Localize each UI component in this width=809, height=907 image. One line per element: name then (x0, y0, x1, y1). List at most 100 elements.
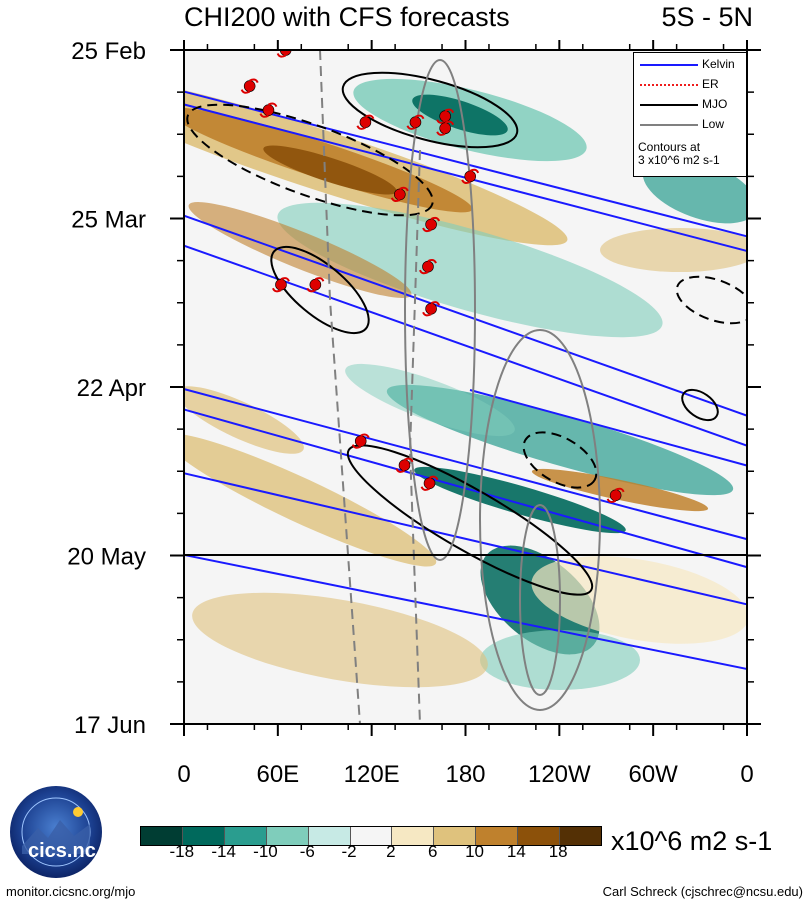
y-tick-label: 17 Jun (74, 712, 146, 739)
tc-marker-arm (436, 108, 455, 124)
colorbar-tick-label: -6 (299, 842, 315, 861)
low-contour-negative (319, 50, 361, 724)
tc-marker-arm (436, 120, 455, 136)
shading-blob (531, 468, 709, 512)
shading-blob (531, 556, 747, 644)
legend-swatch (640, 64, 698, 66)
colorbar-tick-label: 14 (506, 842, 526, 861)
footer-credit: Carl Schreck (cjschrec@ncsu.edu) (602, 884, 803, 899)
kelvin-contour (184, 388, 747, 541)
tc-marker (425, 218, 437, 231)
colorbar-swatch (141, 827, 183, 845)
colorbar-swatch (266, 827, 309, 845)
x-tick-label: 120W (528, 761, 591, 788)
tc-marker-arm (276, 53, 287, 58)
tc-marker-arm (406, 114, 425, 130)
tc-marker (609, 489, 622, 502)
legend-label: Low (702, 117, 725, 131)
legend-item-mjo: MJO (640, 97, 742, 113)
colorbar-tick-label: -10 (253, 842, 278, 861)
shading-blob (412, 94, 508, 136)
colorbar-tick-label: 6 (427, 842, 438, 861)
legend-note-line: 3 x10^6 m2 s-1 (638, 153, 720, 167)
colorbar-swatch (518, 827, 561, 845)
colorbar-tick-label: -14 (211, 842, 236, 861)
logo-text: cics.nc (28, 840, 96, 862)
cicsnc-logo (8, 784, 104, 880)
kelvin-contour (184, 244, 747, 447)
shading-blob (192, 592, 488, 688)
tc-marker (439, 110, 451, 122)
plot-area (184, 50, 747, 724)
shading-blob (184, 386, 304, 454)
mjo-contour (270, 245, 370, 335)
tc-marker (425, 302, 437, 315)
x-tick-label: 60W (628, 761, 678, 788)
colorbar-tick-label: 2 (386, 842, 396, 861)
colorbar-swatch (308, 827, 351, 845)
low-contour (519, 504, 561, 696)
y-tick-label: 22 Apr (77, 375, 146, 402)
tc-marker-arm (390, 186, 409, 203)
tc-marker-arm (272, 277, 290, 293)
tc-marker (262, 104, 275, 116)
legend-swatch (640, 124, 698, 126)
kelvin-contour (184, 90, 747, 238)
tc-marker (422, 260, 434, 273)
colorbar-units: x10^6 m2 s-1 (611, 826, 773, 856)
colorbar-swatch (392, 827, 435, 845)
tc-marker (359, 116, 372, 129)
colorbar-swatch (434, 827, 477, 845)
tc-marker (243, 80, 256, 92)
logo-graphic (10, 786, 102, 878)
tc-marker-arm (606, 487, 625, 503)
colorbar-swatch (476, 827, 519, 845)
kelvin-contour (184, 214, 747, 417)
legend-item-er: ER (640, 77, 742, 93)
kelvin-contour (184, 408, 747, 569)
tc-marker (354, 435, 367, 447)
legend-item-kelvin: Kelvin (640, 57, 742, 73)
tc-marker-arm (420, 475, 439, 491)
shading-blob (480, 630, 640, 690)
mjo-contour (681, 388, 719, 422)
tc-marker (464, 170, 476, 183)
kelvin-contour (469, 389, 747, 467)
chart-title: CHI200 with CFS forecasts (184, 2, 510, 32)
legend-swatch (640, 104, 698, 106)
tc-marker (423, 477, 436, 490)
tc-marker-arm (422, 301, 441, 317)
colorbar-tick-label: 10 (465, 842, 484, 861)
tc-marker-arm (259, 102, 278, 118)
shading-blob (277, 202, 663, 338)
tc-marker-arm (419, 259, 437, 275)
low-contour (404, 59, 476, 561)
low-contour-negative (408, 149, 421, 724)
low-contour (479, 329, 601, 711)
y-tick-label: 20 May (67, 544, 146, 571)
tc-marker-arm (422, 216, 441, 233)
colorbar (140, 826, 602, 846)
tc-marker (309, 278, 322, 291)
legend-item-low: Low (640, 117, 742, 133)
colorbar-tick-label: -18 (169, 842, 195, 861)
shading-blob (600, 228, 747, 272)
region-label: 5S - 5N (661, 2, 753, 32)
mjo-contour-negative (186, 103, 434, 217)
tc-markers (240, 50, 625, 503)
shading-blob (263, 145, 397, 195)
mjo-contour (341, 71, 519, 149)
tc-marker-arm (356, 114, 375, 130)
mjo-contour-negative (522, 431, 598, 489)
y-tick-label: 25 Feb (71, 38, 146, 65)
colorbar-tick-label: 18 (548, 842, 568, 861)
tc-marker (275, 278, 287, 291)
legend-swatch (640, 84, 698, 86)
legend-label: MJO (702, 97, 728, 111)
legend-label: ER (702, 77, 719, 91)
x-tick-label: 60E (256, 761, 299, 788)
x-tick-label: 0 (740, 761, 753, 788)
tc-marker-arm (395, 457, 414, 473)
axes: 0 60E 120E 180 120W 60W 0 25 Feb 25 Mar 22 Apr 20 … (67, 38, 761, 788)
